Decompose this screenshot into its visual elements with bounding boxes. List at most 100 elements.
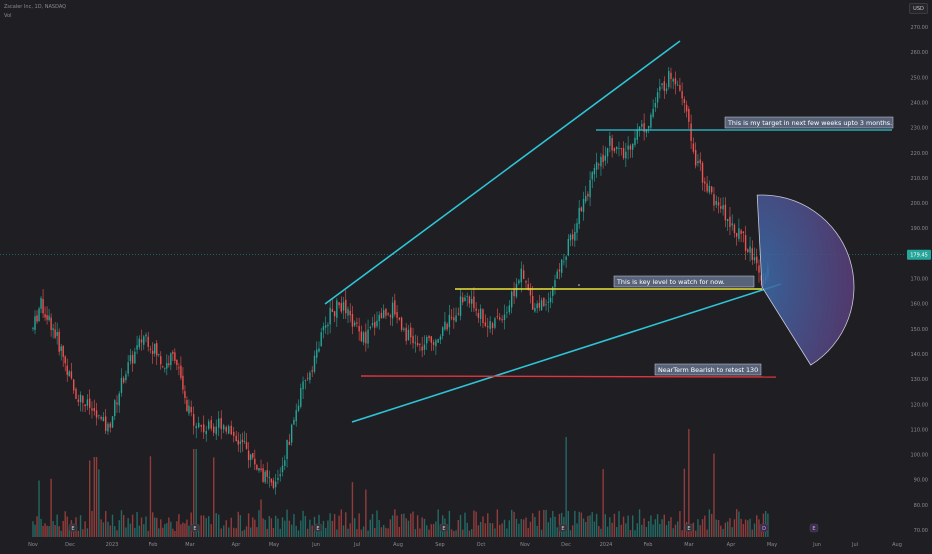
- volume-bar: [111, 514, 114, 537]
- volume-bar: [468, 530, 471, 537]
- candle-body: [692, 143, 695, 152]
- price-tick-label: 100.00: [911, 453, 929, 459]
- currency-button[interactable]: USD: [909, 3, 928, 14]
- volume-bar: [720, 525, 722, 537]
- candle-body: [580, 207, 583, 212]
- candle-body: [241, 439, 244, 443]
- volume-bar: [731, 527, 733, 537]
- candle-body: [459, 296, 462, 316]
- candle-body: [318, 348, 320, 352]
- candle-body: [138, 338, 141, 348]
- candle-body: [358, 326, 360, 332]
- time-tick-label: Jun: [311, 542, 320, 548]
- volume-bar: [120, 510, 123, 537]
- candle-body: [324, 325, 327, 328]
- volume-bar: [742, 524, 745, 537]
- candle-body: [618, 148, 620, 149]
- volume-bar: [369, 519, 371, 537]
- volume-bar: [44, 523, 46, 537]
- candle-body: [453, 317, 455, 321]
- candle-body: [513, 289, 515, 297]
- volume-bar: [188, 525, 190, 537]
- candle-body: [620, 148, 622, 150]
- candle-body: [378, 314, 380, 322]
- volume-bar: [88, 460, 91, 537]
- volume-bar: [618, 511, 620, 537]
- volume-bar: [249, 527, 252, 537]
- volume-bar: [129, 523, 132, 537]
- candle-body: [556, 271, 558, 279]
- candle-body: [104, 416, 107, 431]
- volume-bar: [138, 525, 141, 537]
- volume-bar: [77, 530, 79, 537]
- volume-bar: [428, 529, 430, 537]
- candle-body: [329, 307, 331, 325]
- candle-body: [606, 148, 609, 157]
- volume-bar: [717, 520, 720, 537]
- symbol-title[interactable]: Zscaler Inc, 1D, NASDAQ: [4, 4, 67, 10]
- candle-body: [322, 326, 325, 331]
- time-tick-label: Mar: [684, 542, 694, 548]
- candle-body: [356, 322, 358, 324]
- volume-bar: [336, 529, 338, 537]
- candle-body: [720, 206, 722, 209]
- candle-body: [708, 185, 711, 193]
- volume-bar: [122, 515, 125, 537]
- volume-bar: [254, 519, 256, 537]
- last-price-tag: [907, 249, 931, 260]
- candle-body: [367, 329, 369, 344]
- candle-body: [403, 328, 405, 330]
- volume-bar: [620, 524, 622, 537]
- time-tick-label: 2024: [600, 542, 613, 548]
- event-marker-letter: E: [561, 526, 564, 532]
- volume-bar: [247, 513, 250, 537]
- candle-body: [360, 331, 363, 342]
- volume-bar: [437, 509, 439, 537]
- event-marker: D: [759, 523, 769, 533]
- candle-body: [439, 336, 442, 340]
- candle-body: [331, 309, 334, 312]
- event-marker-box: [684, 523, 694, 533]
- volume-bar: [758, 519, 760, 537]
- candle-body: [441, 327, 444, 336]
- volume-bar: [576, 523, 578, 537]
- volume-bar: [430, 524, 433, 537]
- candle-body: [444, 321, 446, 330]
- projection-fan: [756, 194, 855, 366]
- candle-body: [466, 296, 468, 297]
- candle-body: [178, 367, 180, 369]
- candle-body: [506, 312, 508, 314]
- volume-bar: [286, 509, 288, 537]
- candle-body: [448, 314, 451, 328]
- candle-body: [149, 348, 152, 350]
- candle-body: [46, 315, 48, 320]
- volume-bar: [264, 519, 266, 537]
- candle-body: [320, 332, 322, 347]
- volume-bar: [389, 519, 392, 537]
- time-tick-label: Jul: [353, 542, 360, 548]
- volume-bar: [260, 499, 262, 537]
- candle-body: [396, 312, 398, 318]
- volume-bar: [396, 515, 398, 537]
- candle-body: [376, 320, 378, 327]
- candle-body: [176, 359, 178, 366]
- volume-bar: [60, 530, 62, 537]
- candle-body: [602, 154, 604, 163]
- volume-bar: [118, 520, 120, 537]
- event-marker: E: [68, 523, 78, 533]
- volume-bar: [378, 519, 380, 537]
- volume-bar: [331, 520, 334, 537]
- price-tick-label: 240.00: [911, 100, 929, 106]
- candle-body: [543, 297, 545, 307]
- volume-bar: [125, 527, 127, 537]
- candle-body: [58, 331, 60, 352]
- candle-body: [744, 235, 747, 251]
- candles: [32, 67, 769, 495]
- candle-body: [268, 477, 270, 478]
- candle-body: [190, 406, 192, 413]
- time-tick-label: May: [269, 542, 279, 548]
- price-axis: 270.00 260.00 250.00 240.00 230.00 220.00 210.…: [911, 25, 929, 534]
- volume-bar: [522, 519, 525, 537]
